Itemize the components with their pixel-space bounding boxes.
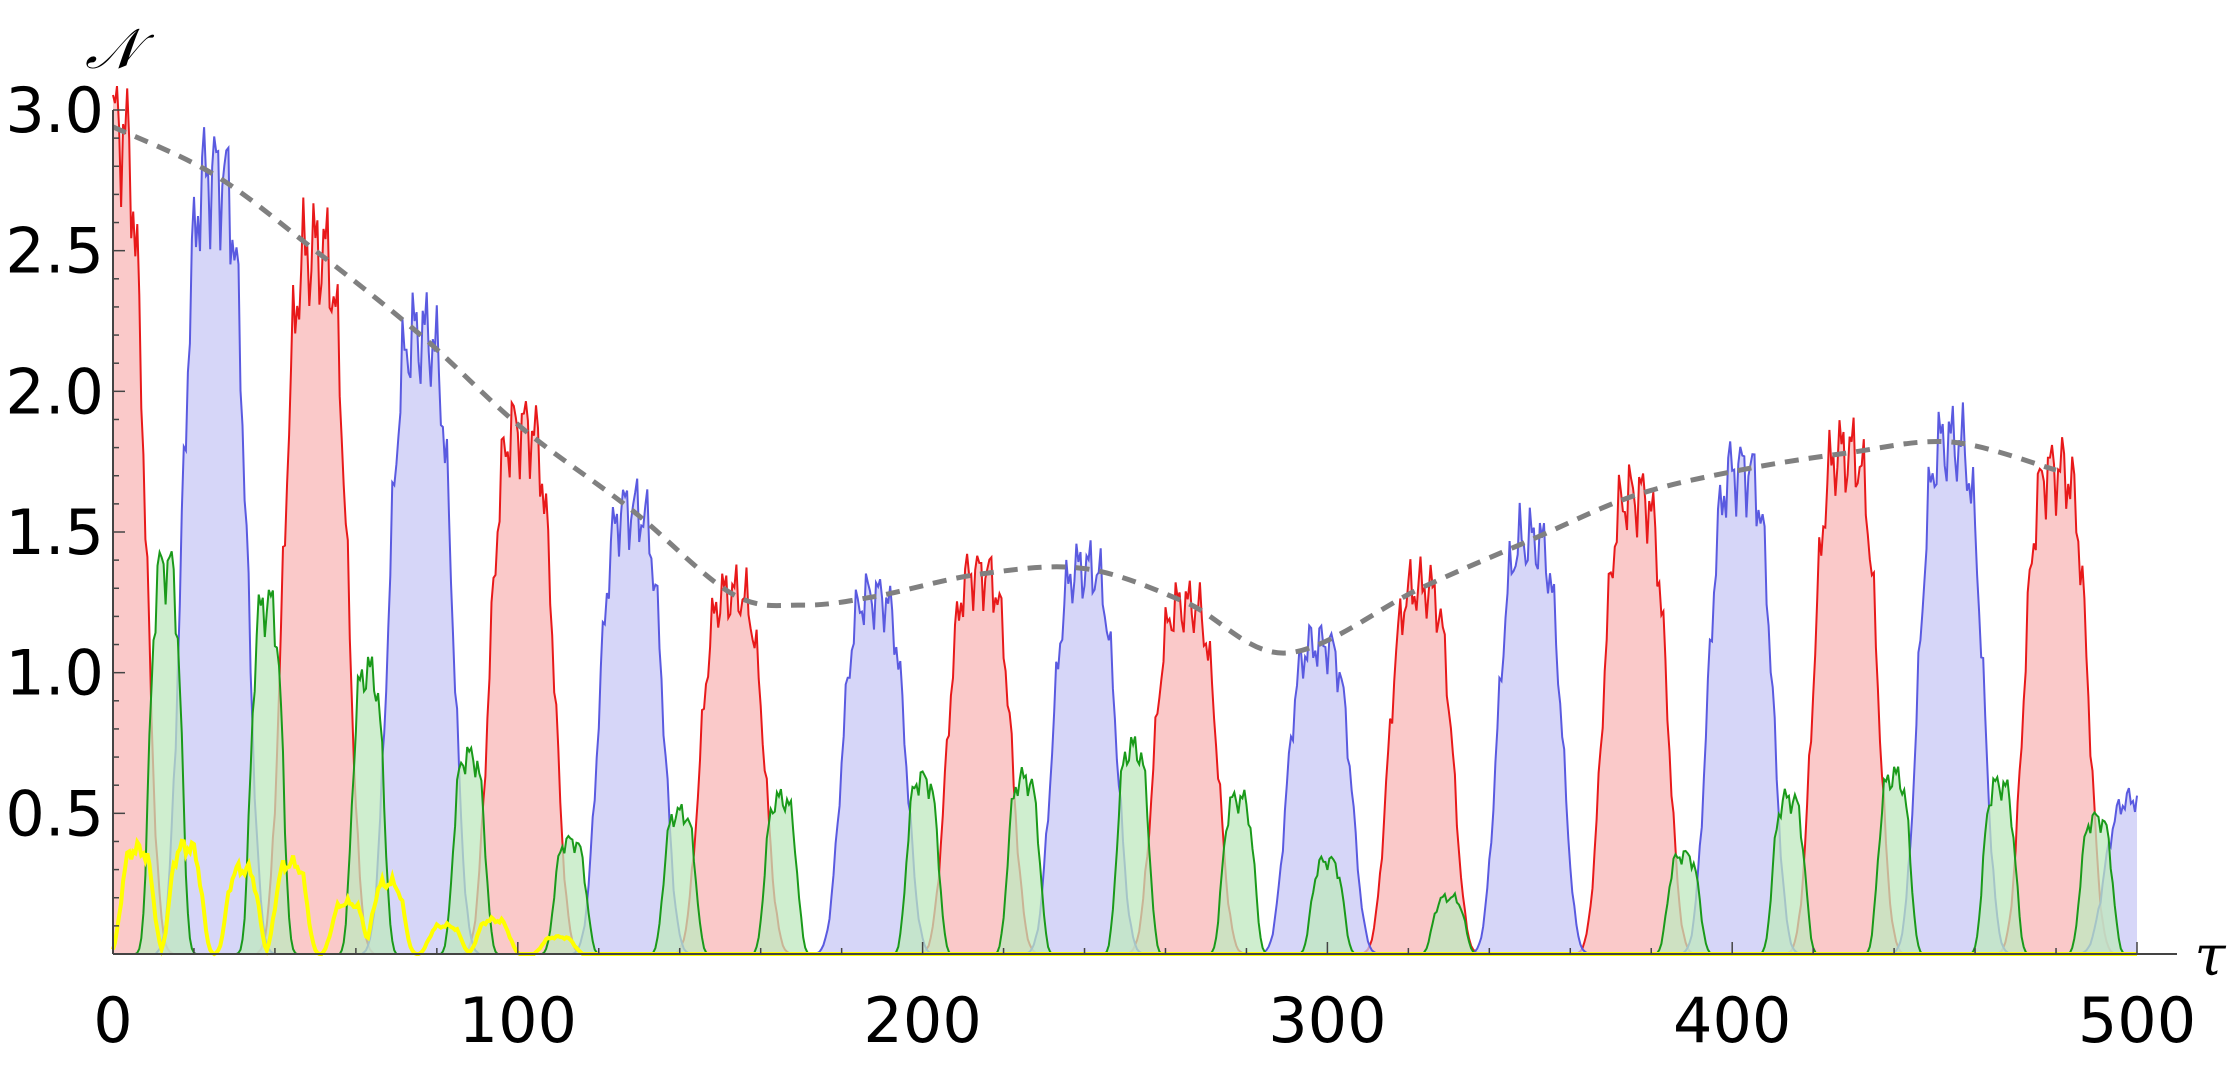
y-tick-label: 2.0 xyxy=(5,355,104,428)
y-ticks: 0.5 1.0 1.5 2.0 2.5 3.0 xyxy=(5,74,125,926)
x-tick-label: 300 xyxy=(1268,984,1386,1057)
x-tick-label: 0 xyxy=(93,984,132,1057)
series-layer xyxy=(113,86,2137,954)
x-tick-label: 500 xyxy=(2078,984,2196,1057)
y-tick-label: 0.5 xyxy=(5,777,104,850)
y-tick-label: 1.5 xyxy=(5,496,104,569)
y-tick-label: 3.0 xyxy=(5,74,104,147)
x-tick-label: 200 xyxy=(863,984,981,1057)
x-ticks: 0 100 200 300 400 500 xyxy=(93,942,2196,1057)
x-tick-label: 100 xyxy=(459,984,577,1057)
x-axis-label: τ xyxy=(2195,924,2227,989)
y-tick-label: 2.5 xyxy=(5,215,104,288)
y-tick-label: 1.0 xyxy=(5,637,104,710)
y-axis-label: 𝒩 xyxy=(85,17,155,82)
x-tick-label: 400 xyxy=(1673,984,1791,1057)
